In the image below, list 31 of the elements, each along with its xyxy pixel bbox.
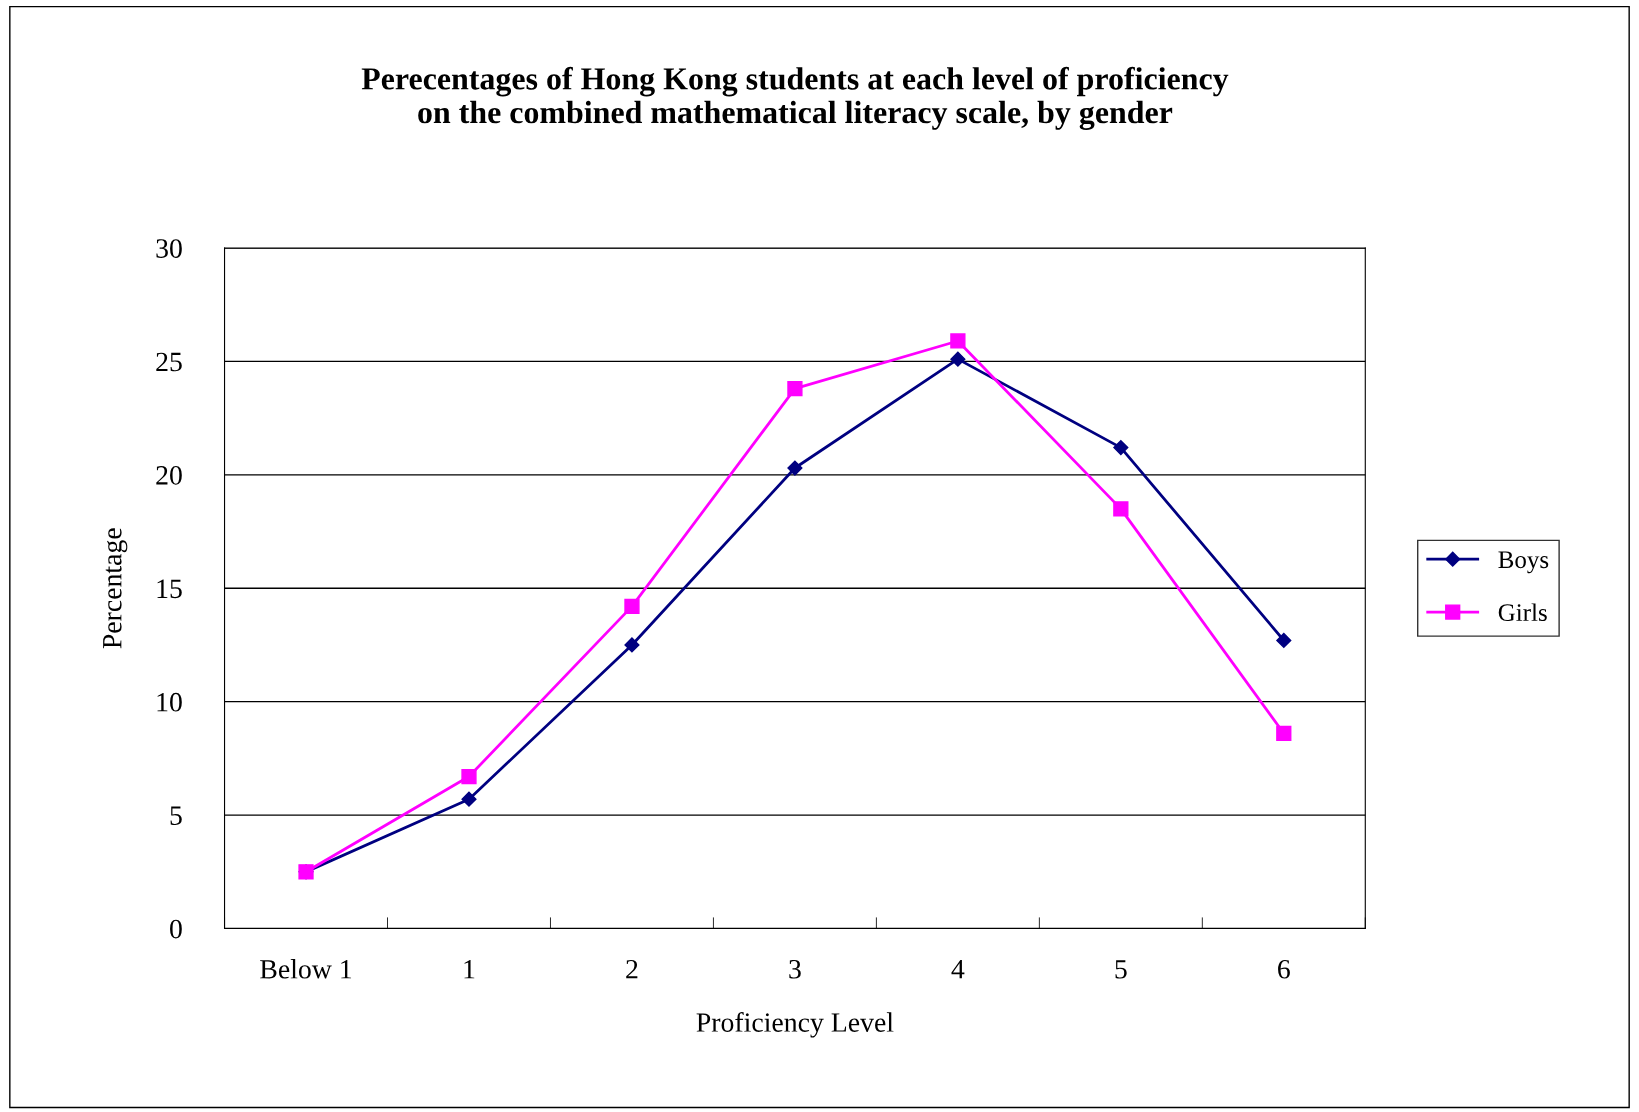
legend-label: Boys [1498, 551, 1549, 574]
y-tick-label: 10 [157, 692, 182, 712]
point [950, 351, 966, 367]
x-axis-title: Proficiency Level [696, 1012, 894, 1038]
point [1276, 632, 1292, 648]
point [950, 333, 966, 349]
y-tick-label: 5 [170, 806, 182, 826]
y-tick-label: 25 [156, 352, 182, 372]
y-tick-label: 20 [156, 465, 182, 485]
legend-label: Girls [1498, 603, 1547, 622]
y-tick-label: 15 [157, 579, 182, 599]
point [1276, 725, 1292, 742]
point [787, 460, 803, 476]
point [461, 768, 477, 785]
y-axis-title: Percentage [103, 528, 128, 649]
chart-title: Perecentages of Hong Kong students at each level of proficiency on the combined mathematical literacy scale, by gender [361, 66, 1229, 131]
x-tick-label: 3 [789, 959, 801, 979]
x-tick-label: 1 [464, 960, 475, 979]
x-tick-label: 6 [1278, 959, 1290, 979]
point [624, 598, 640, 615]
point [787, 380, 803, 397]
x-tick-label: 2 [626, 959, 638, 979]
x-tick-label: 4 [951, 960, 965, 979]
point [624, 637, 640, 653]
point [461, 791, 477, 807]
point [1113, 440, 1129, 456]
x-tick-label: 5 [1115, 960, 1127, 979]
y-tick-label: 30 [156, 239, 182, 258]
x-tick-label: Below 1 [260, 959, 352, 979]
point [1113, 501, 1129, 517]
y-tick-label: 0 [170, 919, 182, 939]
